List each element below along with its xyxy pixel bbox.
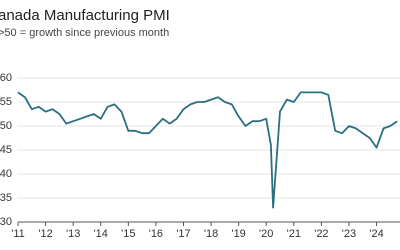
x-tick-label: '23 [342,228,356,240]
x-tick-label: '22 [314,228,328,240]
x-tick-label: '16 [149,228,163,240]
y-tick-label: 50 [0,120,12,132]
x-tick-label: '17 [176,228,190,240]
x-tick-label: '19 [231,228,245,240]
y-tick-label: 55 [0,96,12,108]
y-tick-label: 30 [0,216,12,228]
y-tick-label: 35 [0,192,12,204]
x-tick-label: '20 [259,228,273,240]
x-tick-label: '13 [66,228,80,240]
x-tick-label: '21 [287,228,301,240]
series-line [17,91,398,209]
y-tick-label: 60 [0,72,12,84]
y-tick-label: 45 [0,144,12,156]
x-tick-label: '12 [38,228,52,240]
chart-title: anada Manufacturing PMI [0,7,170,24]
x-tick-label: '24 [369,228,383,240]
chart-subtitle: >50 = growth since previous month [0,27,169,39]
x-tick-label: '18 [204,228,218,240]
x-tick-label: '15 [121,228,135,240]
x-tick-label: '11 [11,228,25,240]
y-tick-label: 40 [0,168,12,180]
x-tick-label: '14 [94,228,108,240]
